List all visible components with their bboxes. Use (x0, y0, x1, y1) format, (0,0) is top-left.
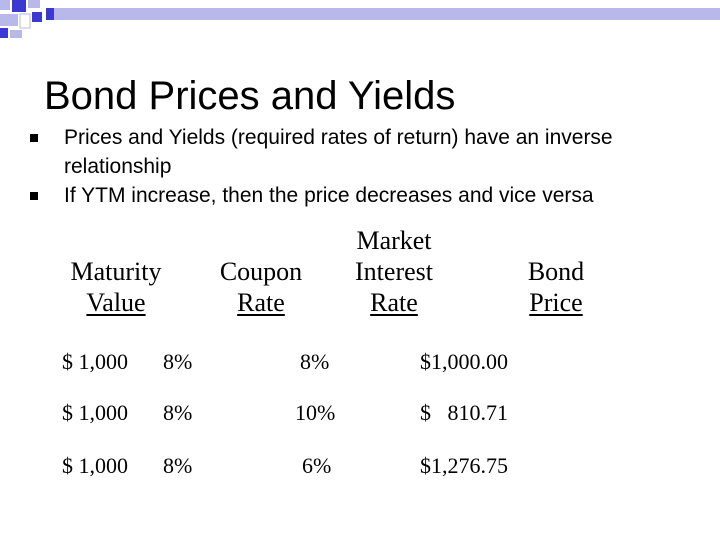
bullet-list: Prices and Yields (required rates of ret… (28, 123, 708, 210)
header-coupon-rate: Coupon Rate (219, 257, 303, 317)
cell-bond-price: $1,276.75 (420, 453, 508, 478)
cell-bond-price: $ 810.71 (420, 400, 508, 425)
cell-maturity-value: $ 1,000 (62, 349, 128, 374)
bullet-item: If YTM increase, then the price decrease… (28, 181, 708, 210)
cell-coupon-rate: 8% (163, 349, 193, 374)
header-bond-price: Bond Price (527, 257, 585, 317)
cell-bond-price: $1,000.00 (420, 349, 508, 374)
header-maturity-value: Maturity Value (70, 257, 162, 317)
cell-maturity-value: $ 1,000 (62, 453, 128, 478)
square-bullet-icon (30, 134, 38, 142)
square-bullet-icon (30, 192, 38, 200)
bullet-text: Prices and Yields (required rates of ret… (64, 126, 613, 178)
bullet-text: If YTM increase, then the price decrease… (64, 184, 594, 207)
bullet-item: Prices and Yields (required rates of ret… (28, 123, 708, 181)
cell-coupon-rate: 8% (163, 400, 193, 425)
header-market-interest-rate: Market Interest Rate (355, 226, 433, 317)
cell-market-rate: 10% (295, 400, 336, 425)
slide-title: Bond Prices and Yields (44, 74, 456, 118)
cell-market-rate: 6% (302, 453, 332, 478)
cell-coupon-rate: 8% (163, 453, 193, 478)
cell-maturity-value: $ 1,000 (62, 400, 128, 425)
decorative-header-blocks (0, 0, 720, 38)
cell-market-rate: 8% (300, 349, 330, 374)
